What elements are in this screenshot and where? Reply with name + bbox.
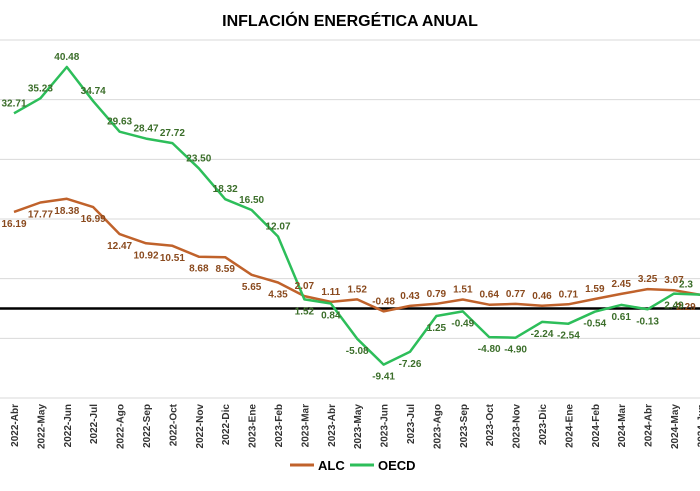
data-label-alc: 1.11 [321,287,340,298]
x-tick-label: 2023-Feb [274,404,285,447]
x-tick-label: 2022-Nov [195,404,206,449]
x-tick-label: 2023-Ago [432,404,443,449]
data-label-oecd: 12.07 [265,221,290,232]
data-label-oecd: -0.49 [451,318,474,329]
x-tick-label: 2023-Jun [380,404,391,447]
data-label-alc: 3.07 [664,275,684,286]
data-label-oecd: -4.90 [504,345,527,356]
data-label-alc: 16.99 [81,214,106,225]
data-label-alc: 5.65 [242,282,262,293]
data-label-alc: 18.38 [54,206,79,217]
x-tick-label: 2022-Oct [168,403,179,446]
legend-label-alc: ALC [318,458,345,473]
x-tick-label: 2023-May [353,404,364,449]
data-label-oecd: -4.80 [478,344,501,355]
data-label-oecd: 2.3 [679,280,693,291]
data-label-alc: 0.79 [427,289,447,300]
data-label-oecd: -2.24 [531,329,554,340]
x-tick-label: 2023-Mar [300,404,311,447]
data-label-alc: 2.29 [676,302,696,313]
data-label-oecd: 32.71 [1,98,26,109]
data-label-oecd: 28.47 [133,124,158,135]
data-label-oecd: 0.61 [611,312,631,323]
x-tick-label: 2022-Jun [63,404,74,447]
x-tick-label: 2022-Abr [10,404,21,447]
data-label-alc: 0.71 [559,289,579,300]
data-label-oecd: -7.26 [399,359,422,370]
x-tick-label: 2023-Jul [406,404,417,444]
data-label-oecd: -5.08 [346,346,369,357]
x-tick-label: 2024-Feb [591,404,602,447]
x-tick-label: 2023-Abr [327,404,338,447]
x-tick-label: 2022-Dic [221,404,232,446]
x-tick-label: 2024-Ene [564,404,575,448]
x-tick-label: 2024-Jun [696,404,700,447]
data-label-alc: 10.92 [133,250,158,261]
legend-label-oecd: OECD [378,458,416,473]
data-label-alc: 17.77 [28,209,53,220]
data-label-alc: 0.43 [400,291,420,302]
data-label-oecd: -2.54 [557,331,580,342]
chart-title: INFLACIÓN ENERGÉTICA ANUAL [222,11,478,30]
x-tick-label: 2022-Jul [89,404,100,444]
data-label-alc: 2.07 [295,281,315,292]
data-label-alc: 8.59 [215,264,235,275]
x-tick-label: 2022-May [36,404,47,449]
x-tick-label: 2023-Oct [485,403,496,446]
data-label-alc: 1.51 [453,284,473,295]
data-label-alc: 0.77 [506,289,526,300]
data-label-oecd: 2.49 [664,301,684,312]
data-label-oecd: 0.84 [321,310,341,321]
x-tick-label: 2023-Dic [538,404,549,446]
data-label-oecd: -0.54 [583,319,606,330]
x-tick-label: 2024-May [670,404,681,449]
data-label-alc: 12.47 [107,241,132,252]
x-tick-label: 2022-Sep [142,404,153,448]
data-label-oecd: -9.41 [372,372,395,383]
data-label-oecd: 34.74 [81,86,106,97]
series-line-alc [13,197,700,313]
data-label-alc: 4.35 [268,290,288,301]
data-label-oecd: 18.32 [213,184,238,195]
series-lines [13,65,700,366]
legend: ALC OECD [290,458,416,473]
x-tick-label: 2023-Nov [512,404,523,449]
data-label-alc: 0.64 [479,290,499,301]
x-tick-label: 2022-Ago [116,404,127,449]
data-label-alc: 2.45 [611,279,631,290]
series-line-oecd [13,65,700,366]
data-label-oecd: 1.25 [427,323,447,334]
x-tick-label: 2024-Abr [644,404,655,447]
data-label-oecd: 35.23 [28,83,53,94]
gridlines [0,39,700,399]
data-label-alc: 1.59 [585,284,605,295]
x-tick-label: 2023-Ene [248,404,259,448]
data-label-oecd: -0.13 [636,316,659,327]
data-label-alc: 3.25 [638,274,658,285]
data-label-oecd: 1.52 [295,306,315,317]
data-label-alc: 8.68 [189,264,209,275]
data-label-alc: 0.46 [532,291,552,302]
data-label-alc: -0.48 [372,296,395,307]
x-tick-label: 2024-Mar [617,404,628,447]
data-label-alc: 1.52 [347,284,367,295]
data-label-oecd: 27.72 [160,128,185,139]
data-label-oecd: 29.63 [107,117,132,128]
x-axis-ticks: 2022-Abr 2022-May 2022-Jun 2022-Jul 2022-Ago… [10,403,700,449]
data-label-oecd: 16.50 [239,195,264,206]
data-label-alc: 10.51 [160,253,185,264]
data-label-alc: 16.19 [1,219,26,230]
data-label-oecd: 23.50 [186,153,211,164]
data-label-oecd: 40.48 [54,52,79,63]
x-tick-label: 2023-Sep [459,404,470,448]
